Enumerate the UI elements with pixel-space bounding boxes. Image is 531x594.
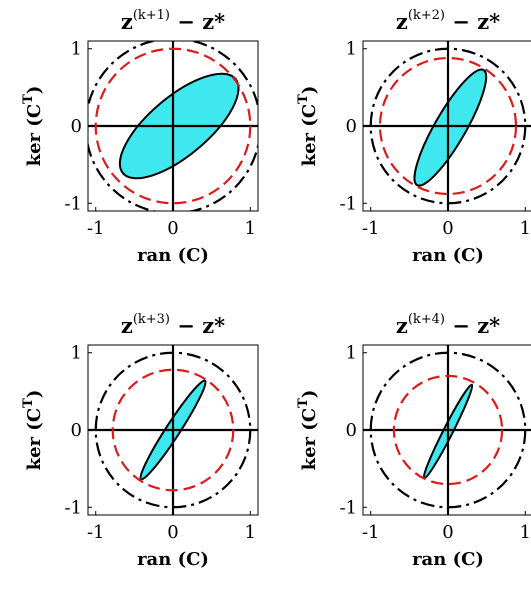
x-axis-label: ran (C) [412, 549, 484, 570]
panel-2: -1-1 0 0 1 1 z(k+2) − z* ran (C) ker (CT) [296, 8, 531, 266]
panel-title: z(k+4) − z* [396, 312, 500, 338]
plot-area [363, 41, 531, 211]
y-tick-label: 1 [346, 343, 357, 364]
y-tick-label: 1 [346, 39, 357, 60]
y-tick-label: 0 [346, 116, 357, 137]
y-tick-label: 0 [346, 420, 357, 441]
x-tick-label: 0 [442, 522, 453, 543]
panel-1: -1-1 0 0 1 1 z(k+1) − z* ran (C) ker (CT) [21, 8, 259, 266]
y-tick-label: -1 [339, 497, 357, 518]
y-axis-label: ker (CT) [296, 86, 320, 167]
panel-4: -1-1 0 0 1 1 z(k+4) − z* ran (C) ker (CT) [296, 312, 531, 570]
y-tick-label: -1 [64, 193, 82, 214]
x-axis-label: ran (C) [137, 245, 209, 266]
x-tick-label: -1 [87, 218, 105, 239]
inner-bound-circle [378, 56, 518, 196]
outer-bound-circle [94, 351, 252, 509]
y-axis-label: ker (CT) [296, 390, 320, 471]
x-tick-label: 0 [167, 522, 178, 543]
plot-area [363, 345, 531, 515]
outer-bound-circle [369, 47, 527, 205]
y-tick-label: 0 [71, 116, 82, 137]
inner-bound-circle [111, 368, 235, 492]
panel-title: z(k+2) − z* [396, 8, 500, 34]
x-axis-label: ran (C) [412, 245, 484, 266]
y-tick-label: 1 [71, 39, 82, 60]
error-ellipse [413, 68, 488, 187]
outer-bound-circle [369, 351, 527, 509]
panel-title: z(k+1) − z* [121, 8, 225, 34]
y-axis-label: ker (CT) [21, 390, 45, 471]
x-tick-label: 0 [442, 218, 453, 239]
y-axis-label: ker (CT) [21, 86, 45, 167]
x-tick-label: 0 [167, 218, 178, 239]
x-tick-label: 1 [520, 218, 531, 239]
plot-area [88, 345, 258, 515]
x-tick-label: 1 [245, 522, 256, 543]
y-tick-label: 1 [71, 343, 82, 364]
x-axis-label: ran (C) [137, 549, 209, 570]
x-tick-label: 1 [520, 522, 531, 543]
inner-bound-circle [94, 47, 252, 205]
panel-3: -1-1 0 0 1 1 z(k+3) − z* ran (C) ker (CT) [21, 312, 259, 570]
inner-bound-circle [392, 374, 504, 486]
y-tick-label: -1 [64, 497, 82, 518]
x-tick-label: 1 [245, 218, 256, 239]
panel-title: z(k+3) − z* [121, 312, 225, 338]
plot-area [88, 41, 258, 211]
x-tick-label: -1 [87, 522, 105, 543]
y-tick-label: 0 [71, 420, 82, 441]
x-tick-label: -1 [362, 522, 380, 543]
y-tick-label: -1 [339, 193, 357, 214]
x-tick-label: -1 [362, 218, 380, 239]
